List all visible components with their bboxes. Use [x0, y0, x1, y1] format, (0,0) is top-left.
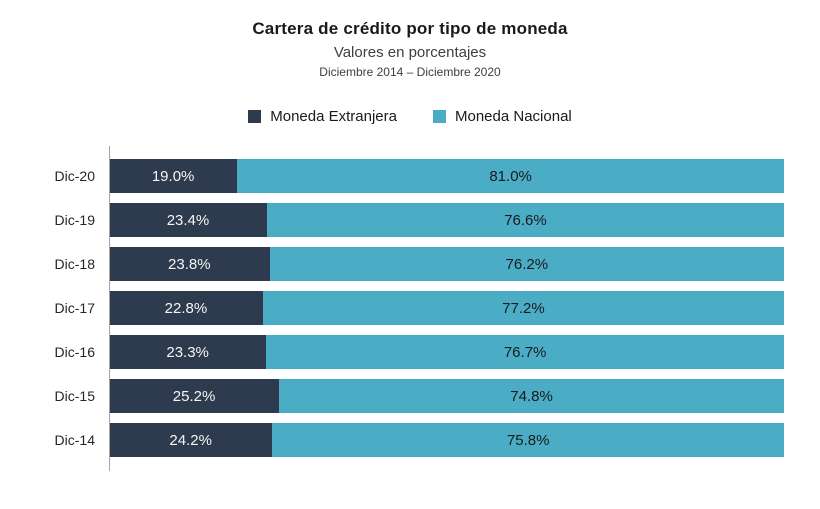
bar-segment-nacional: 81.0%: [237, 159, 784, 193]
chart-legend: Moneda Extranjera Moneda Nacional: [0, 108, 820, 125]
category-label: Dic-17: [54, 300, 95, 316]
category-label: Dic-18: [54, 256, 95, 272]
stacked-bar: 23.4% 76.6%: [109, 203, 784, 237]
bar-segment-extranjera: 25.2%: [109, 379, 280, 413]
bar-segment-nacional: 75.8%: [272, 423, 784, 457]
chart-header: Cartera de crédito por tipo de moneda Va…: [0, 0, 820, 79]
category-label: Dic-20: [54, 168, 95, 184]
stacked-bar: 24.2% 75.8%: [109, 423, 784, 457]
chart-subtitle: Valores en porcentajes: [333, 44, 487, 61]
bar-segment-nacional: 76.6%: [266, 203, 784, 237]
chart-date-range: Diciembre 2014 – Diciembre 2020: [319, 65, 501, 79]
legend-item-moneda-nacional: Moneda Nacional: [433, 108, 572, 125]
chart-row-dic-16: Dic-16 23.3% 76.7%: [0, 330, 820, 374]
legend-label-extranjera: Moneda Extranjera: [270, 108, 397, 125]
bar-segment-extranjera: 24.2%: [109, 423, 273, 457]
bar-value-label: 76.7%: [503, 343, 547, 361]
bar-value-label: 74.8%: [510, 387, 553, 405]
bar-value-label: 19.0%: [151, 167, 195, 185]
chart-plot-area: Dic-20 19.0% 81.0% Dic-19 23.4% 76.6% Di…: [0, 146, 820, 471]
chart-row-dic-20: Dic-20 19.0% 81.0%: [0, 154, 820, 198]
chart-row-dic-14: Dic-14 24.2% 75.8%: [0, 418, 820, 462]
bar-segment-extranjera: 23.8%: [109, 247, 270, 281]
chart-row-dic-17: Dic-17 22.8% 77.2%: [0, 286, 820, 330]
bar-segment-extranjera: 19.0%: [109, 159, 238, 193]
y-axis-line: [109, 146, 110, 471]
chart-row-dic-19: Dic-19 23.4% 76.6%: [0, 198, 820, 242]
bar-value-label: 77.2%: [502, 299, 545, 317]
category-label: Dic-15: [54, 388, 95, 404]
bar-segment-extranjera: 22.8%: [109, 291, 263, 325]
legend-item-moneda-extranjera: Moneda Extranjera: [248, 108, 397, 125]
bar-segment-nacional: 74.8%: [279, 379, 784, 413]
bar-value-label: 81.0%: [489, 167, 532, 185]
category-label: Dic-16: [54, 344, 95, 360]
bar-segment-extranjera: 23.4%: [109, 203, 267, 237]
legend-swatch-extranjera-icon: [248, 110, 262, 123]
bar-segment-extranjera: 23.3%: [109, 335, 267, 369]
stacked-bar: 23.3% 76.7%: [109, 335, 784, 369]
bar-value-label: 23.4%: [166, 211, 210, 229]
chart-row-dic-15: Dic-15 25.2% 74.8%: [0, 374, 820, 418]
stacked-bar: 22.8% 77.2%: [109, 291, 784, 325]
chart-rows: Dic-20 19.0% 81.0% Dic-19 23.4% 76.6% Di…: [0, 154, 820, 462]
bar-segment-nacional: 76.2%: [269, 247, 784, 281]
bar-value-label: 75.8%: [506, 431, 550, 449]
bar-value-label: 25.2%: [172, 387, 216, 405]
bar-value-label: 23.8%: [168, 255, 211, 273]
category-label: Dic-19: [54, 212, 95, 228]
chart-title: Cartera de crédito por tipo de moneda: [252, 19, 568, 38]
bar-value-label: 22.8%: [164, 299, 208, 317]
stacked-bar: 25.2% 74.8%: [109, 379, 784, 413]
bar-value-label: 76.2%: [505, 255, 549, 273]
bar-segment-nacional: 77.2%: [262, 291, 784, 325]
stacked-bar: 23.8% 76.2%: [109, 247, 784, 281]
legend-label-nacional: Moneda Nacional: [455, 108, 572, 125]
category-label: Dic-14: [54, 432, 95, 448]
bar-segment-nacional: 76.7%: [266, 335, 784, 369]
bar-value-label: 76.6%: [504, 211, 547, 229]
bar-value-label: 23.3%: [166, 343, 209, 361]
stacked-bar: 19.0% 81.0%: [109, 159, 784, 193]
legend-swatch-nacional-icon: [433, 110, 446, 123]
bar-value-label: 24.2%: [169, 431, 212, 449]
chart-row-dic-18: Dic-18 23.8% 76.2%: [0, 242, 820, 286]
